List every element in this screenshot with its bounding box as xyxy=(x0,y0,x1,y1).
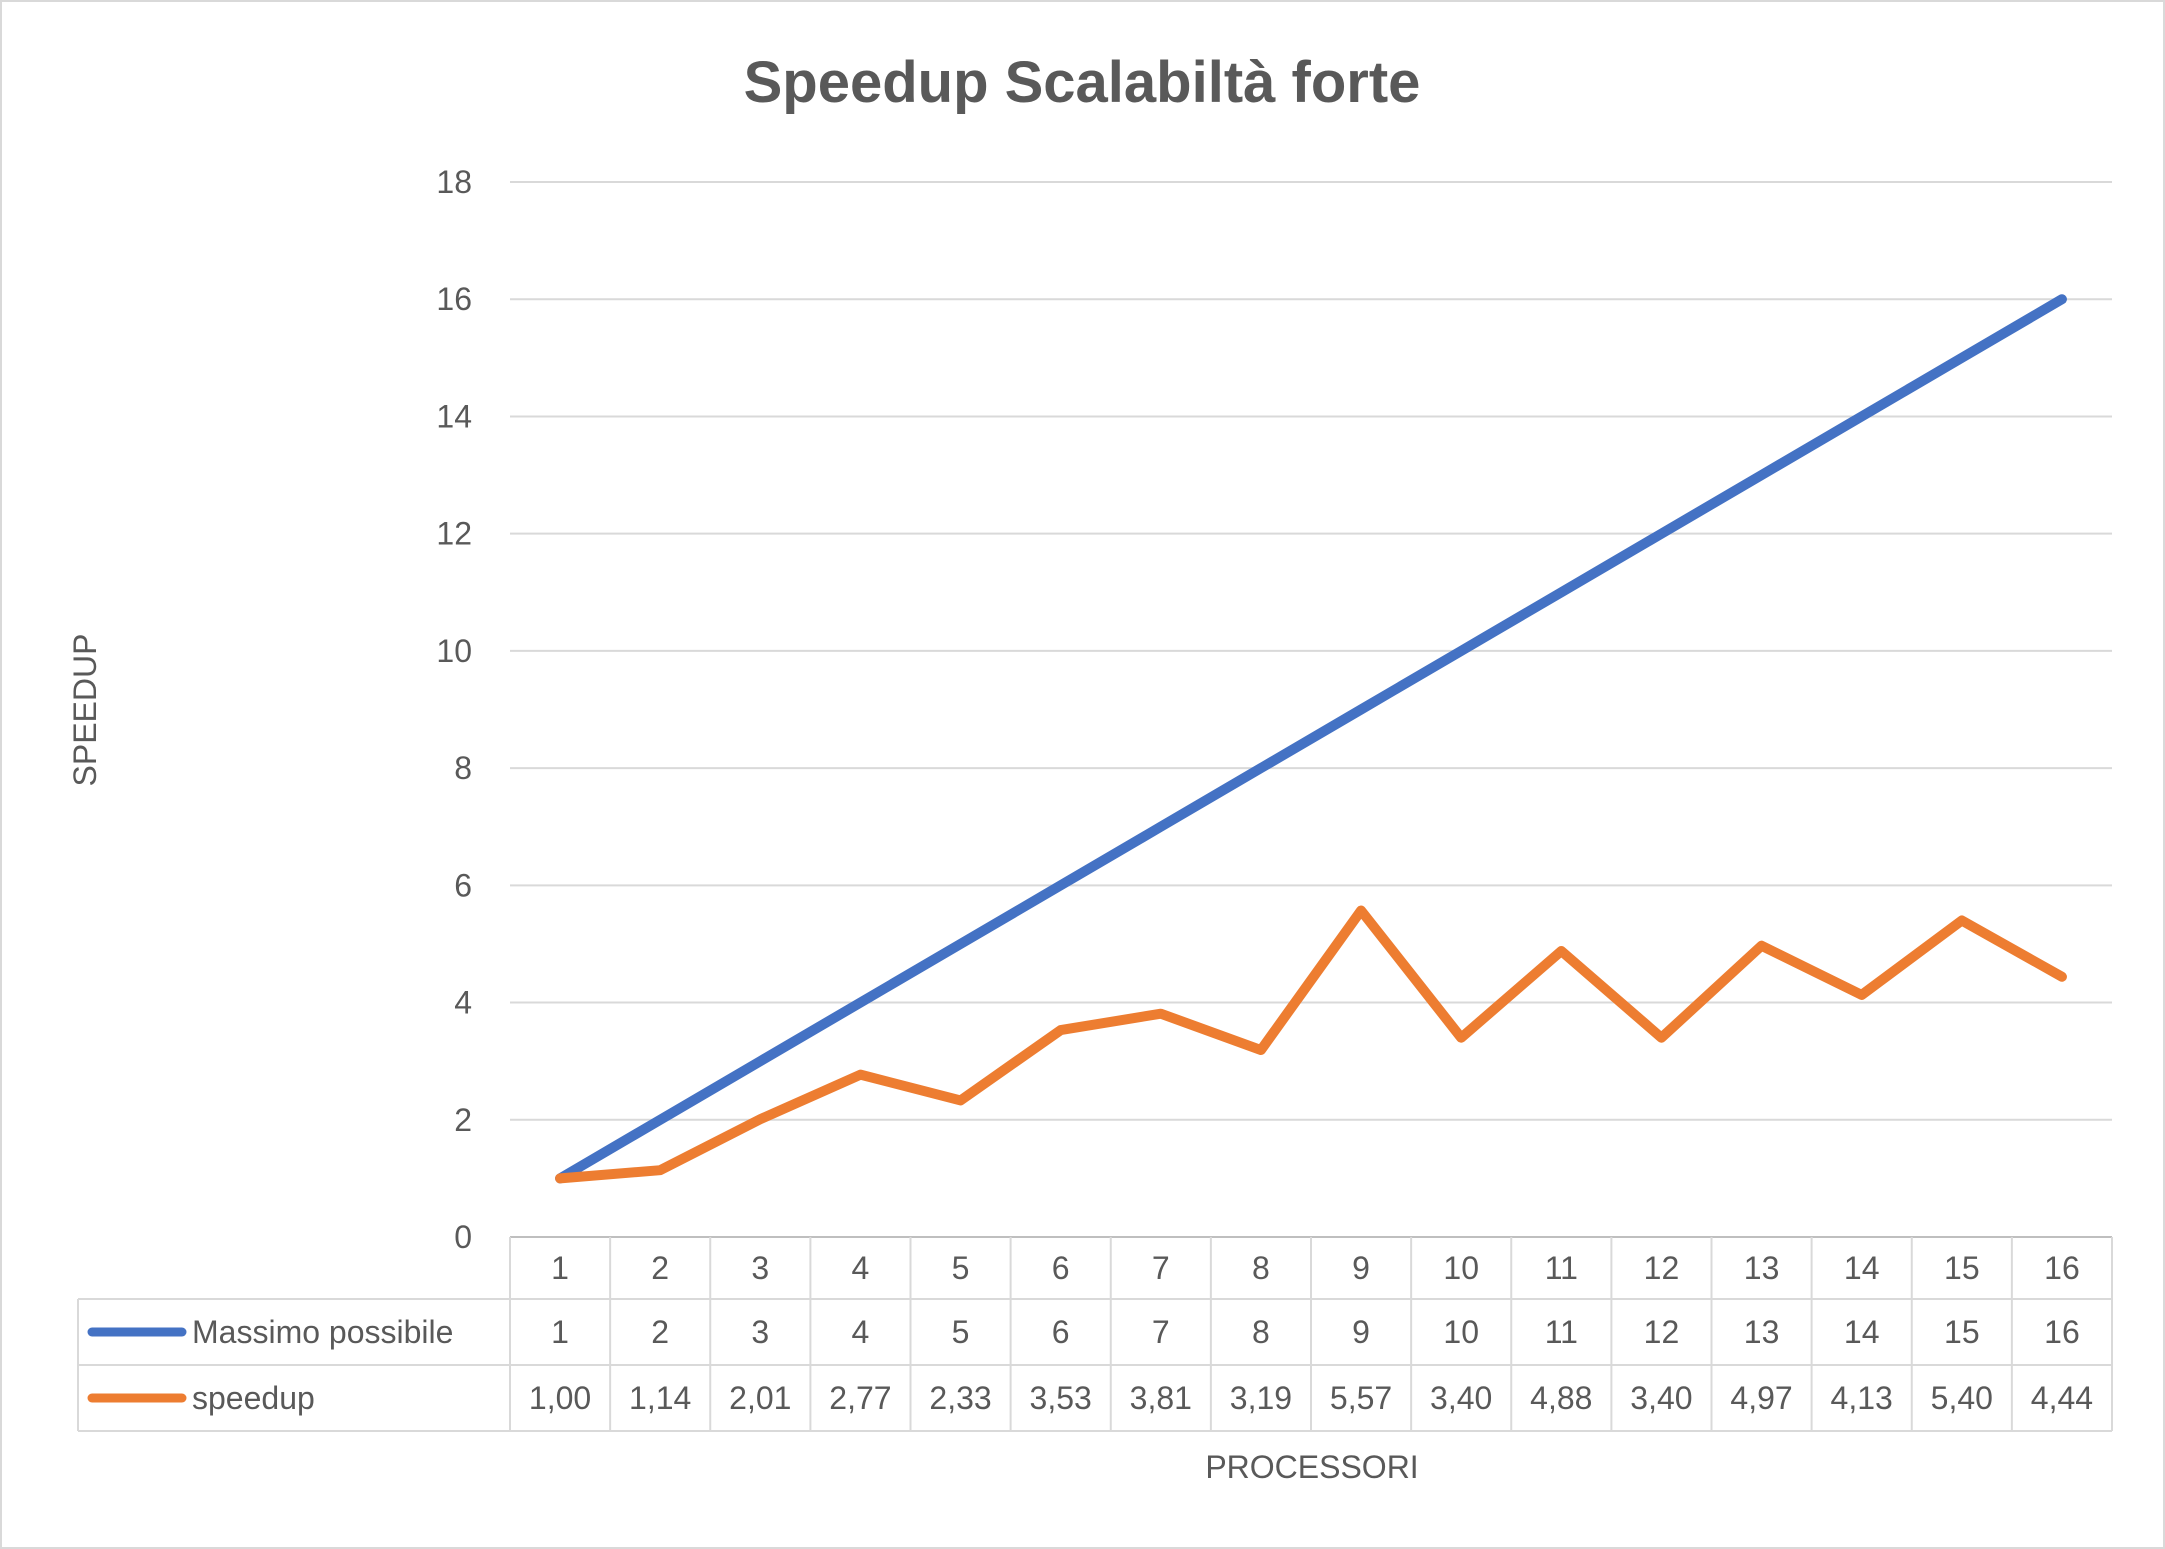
table-value-cell: 10 xyxy=(1443,1314,1479,1350)
table-value-cell: 5,57 xyxy=(1330,1380,1392,1416)
table-value-cell: 4,88 xyxy=(1530,1380,1592,1416)
table-value-cell: 4,13 xyxy=(1831,1380,1893,1416)
x-category-label: 11 xyxy=(1545,1250,1578,1286)
table-value-cell: 13 xyxy=(1744,1314,1780,1350)
table-value-cell: 3,53 xyxy=(1030,1380,1092,1416)
x-category-label: 8 xyxy=(1252,1250,1270,1286)
legend-label: Massimo possibile xyxy=(192,1314,453,1350)
x-category-label: 12 xyxy=(1644,1250,1680,1286)
table-value-cell: 8 xyxy=(1252,1314,1270,1350)
table-value-cell: 12 xyxy=(1644,1314,1680,1350)
y-tick-label: 0 xyxy=(454,1219,472,1255)
y-tick-label: 18 xyxy=(436,164,472,200)
table-value-cell: 15 xyxy=(1944,1314,1980,1350)
table-value-cell: 7 xyxy=(1152,1314,1170,1350)
table-value-cell: 3,81 xyxy=(1130,1380,1192,1416)
series-line-speedup xyxy=(555,905,2067,1184)
data-point xyxy=(1060,1029,1062,1031)
table-value-cell: 2,33 xyxy=(929,1380,991,1416)
data-point xyxy=(1660,1037,1662,1039)
data-point xyxy=(1360,910,1362,912)
table-value-cell: 11 xyxy=(1545,1314,1578,1350)
data-point xyxy=(659,1119,661,1121)
x-category-label: 15 xyxy=(1944,1250,1980,1286)
table-value-cell: 4,97 xyxy=(1730,1380,1792,1416)
x-axis-title: PROCESSORI xyxy=(1205,1449,1418,1485)
x-category-label: 16 xyxy=(2044,1250,2080,1286)
x-category-label: 3 xyxy=(751,1250,769,1286)
data-point xyxy=(2061,298,2063,300)
data-point xyxy=(1460,1037,1462,1039)
table-value-cell: 1 xyxy=(551,1314,569,1350)
table-value-cell: 5 xyxy=(952,1314,970,1350)
data-point xyxy=(1460,650,1462,652)
table-value-cell: 3,40 xyxy=(1630,1380,1692,1416)
data-point xyxy=(1160,826,1162,828)
data-point xyxy=(859,1002,861,1004)
y-tick-label: 14 xyxy=(436,398,472,434)
table-value-cell: 5,40 xyxy=(1931,1380,1993,1416)
y-tick-label: 16 xyxy=(436,281,472,317)
x-category-label: 1 xyxy=(551,1250,569,1286)
table-value-cell: 16 xyxy=(2044,1314,2080,1350)
data-point xyxy=(1660,533,1662,535)
table-value-cell: 1,00 xyxy=(529,1380,591,1416)
x-category-label: 7 xyxy=(1152,1250,1170,1286)
series-line-massimo-possibile xyxy=(555,294,2067,1184)
table-value-cell: 3 xyxy=(751,1314,769,1350)
y-tick-label: 12 xyxy=(436,516,472,552)
data-point xyxy=(1260,767,1262,769)
table-value-cell: 3,40 xyxy=(1430,1380,1492,1416)
x-category-label: 13 xyxy=(1744,1250,1780,1286)
y-tick-label: 2 xyxy=(454,1102,472,1138)
data-point xyxy=(859,1074,861,1076)
data-point xyxy=(1360,709,1362,711)
x-category-label: 2 xyxy=(651,1250,669,1286)
data-point xyxy=(1761,945,1763,947)
table-value-cell: 3,19 xyxy=(1230,1380,1292,1416)
data-point xyxy=(1761,474,1763,476)
y-tick-label: 6 xyxy=(454,867,472,903)
data-point xyxy=(1861,415,1863,417)
data-point xyxy=(559,1177,561,1179)
data-point xyxy=(2061,976,2063,978)
y-tick-label: 4 xyxy=(454,985,472,1021)
chart-title: Speedup Scalabiltà forte xyxy=(744,50,1421,115)
x-category-label: 9 xyxy=(1352,1250,1370,1286)
data-point xyxy=(759,1118,761,1120)
data-point xyxy=(960,1099,962,1101)
data-point xyxy=(1160,1013,1162,1015)
data-point xyxy=(659,1169,661,1171)
table-value-cell: 2,01 xyxy=(729,1380,791,1416)
table-value-cell: 2,77 xyxy=(829,1380,891,1416)
data-point xyxy=(1961,357,1963,359)
data-point xyxy=(759,1060,761,1062)
y-tick-label: 8 xyxy=(454,750,472,786)
table-value-cell: 6 xyxy=(1052,1314,1070,1350)
data-point xyxy=(1961,920,1963,922)
data-point xyxy=(1260,1049,1262,1051)
data-point xyxy=(1060,884,1062,886)
table-value-cell: 9 xyxy=(1352,1314,1370,1350)
data-point xyxy=(1560,950,1562,952)
x-category-label: 4 xyxy=(852,1250,870,1286)
x-category-label: 10 xyxy=(1443,1250,1479,1286)
y-tick-label: 10 xyxy=(436,633,472,669)
y-axis-title: SPEEDUP xyxy=(67,634,103,787)
x-category-label: 14 xyxy=(1844,1250,1880,1286)
table-value-cell: 4 xyxy=(852,1314,870,1350)
table-value-cell: 1,14 xyxy=(629,1380,691,1416)
legend-label: speedup xyxy=(192,1380,315,1416)
table-value-cell: 14 xyxy=(1844,1314,1880,1350)
table-value-cell: 4,44 xyxy=(2031,1380,2093,1416)
x-category-label: 6 xyxy=(1052,1250,1070,1286)
table-value-cell: 2 xyxy=(651,1314,669,1350)
data-point xyxy=(1861,994,1863,996)
data-point xyxy=(960,943,962,945)
data-point xyxy=(1560,591,1562,593)
x-category-label: 5 xyxy=(952,1250,970,1286)
